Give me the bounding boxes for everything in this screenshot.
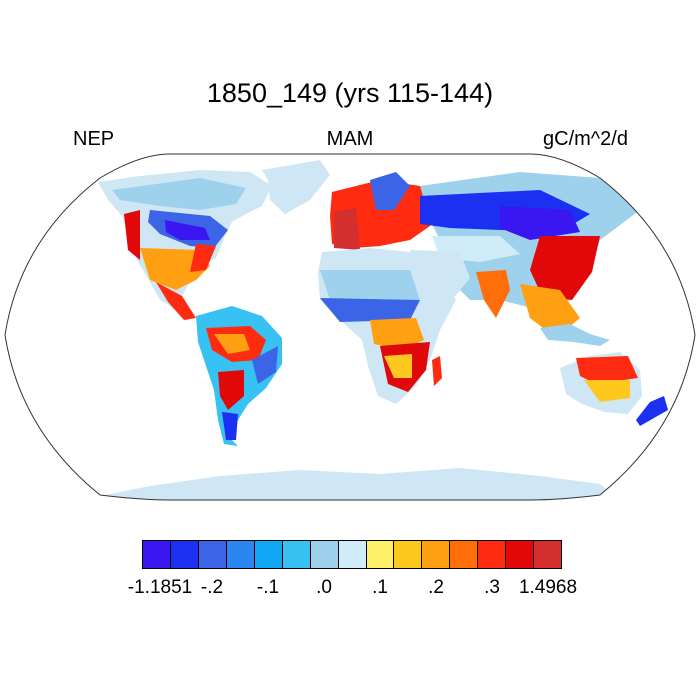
- colorbar-swatch: [366, 541, 395, 568]
- colorbar-swatch: [394, 541, 423, 568]
- sa-amazon-orange: [214, 334, 250, 354]
- colorbar-tick-label: .1: [372, 577, 388, 598]
- central-america: [156, 282, 196, 320]
- australia-mid: [584, 380, 630, 402]
- na-east-red: [190, 244, 216, 272]
- sahara-blue: [320, 270, 420, 300]
- land-layer: [80, 160, 668, 500]
- sahel-blue: [320, 298, 420, 322]
- india: [476, 270, 510, 318]
- colorbar: [142, 540, 562, 569]
- colorbar-swatch: [143, 541, 171, 568]
- australia-north: [576, 356, 638, 384]
- colorbar-swatch: [254, 541, 283, 568]
- colorbar-tick-label: 1.4968: [518, 577, 578, 598]
- colorbar-swatch: [282, 541, 311, 568]
- colorbar-tick-label: .2: [428, 577, 444, 598]
- greenland: [262, 160, 330, 214]
- new-zealand: [636, 396, 668, 426]
- na-west-coast: [124, 210, 140, 260]
- colorbar-tick-labels: -1.1851 -.2 -.1 .0 .1 .2 .3 1.4968: [0, 577, 700, 601]
- central-africa: [370, 318, 424, 350]
- colorbar-tick-label: -1.1851: [127, 577, 193, 598]
- colorbar-swatch: [422, 541, 451, 568]
- season-label: MAM: [326, 128, 374, 150]
- southern-africa-orange: [384, 354, 412, 378]
- colorbar-tick-label: -.1: [256, 577, 280, 598]
- colorbar-swatch: [198, 541, 227, 568]
- colorbar-swatch: [310, 541, 339, 568]
- na-south-orange: [140, 248, 210, 290]
- na-canada-deep: [165, 220, 210, 240]
- colorbar-swatch: [478, 541, 507, 568]
- sa-patagonia: [222, 412, 238, 440]
- colorbar-swatch: [170, 541, 199, 568]
- scandinavia: [370, 172, 410, 210]
- madagascar: [432, 356, 442, 386]
- colorbar-tick-label: -.2: [200, 577, 224, 598]
- colorbar-swatch: [534, 541, 562, 568]
- colorbar-swatch: [226, 541, 255, 568]
- east-asia-red: [530, 236, 600, 300]
- sa-south-red: [218, 370, 244, 410]
- antarctica: [80, 468, 620, 500]
- indonesia: [540, 324, 610, 346]
- colorbar-tick-label: .0: [316, 577, 332, 598]
- units-label: gC/m^2/d: [543, 128, 628, 150]
- map-title: 1850_149 (yrs 115-144): [206, 78, 494, 108]
- colorbar-swatch: [506, 541, 535, 568]
- colorbar-tick-label: .3: [484, 577, 500, 598]
- globe-outline: [4, 153, 696, 501]
- sa-east-blue: [252, 346, 278, 384]
- variable-label: NEP: [73, 128, 115, 150]
- europe-west-dark: [334, 208, 360, 250]
- colorbar-swatch: [338, 541, 367, 568]
- na-north-blue: [112, 178, 246, 210]
- colorbar-swatch: [450, 541, 479, 568]
- southeast-asia: [520, 284, 580, 338]
- siberia-deep: [500, 206, 580, 240]
